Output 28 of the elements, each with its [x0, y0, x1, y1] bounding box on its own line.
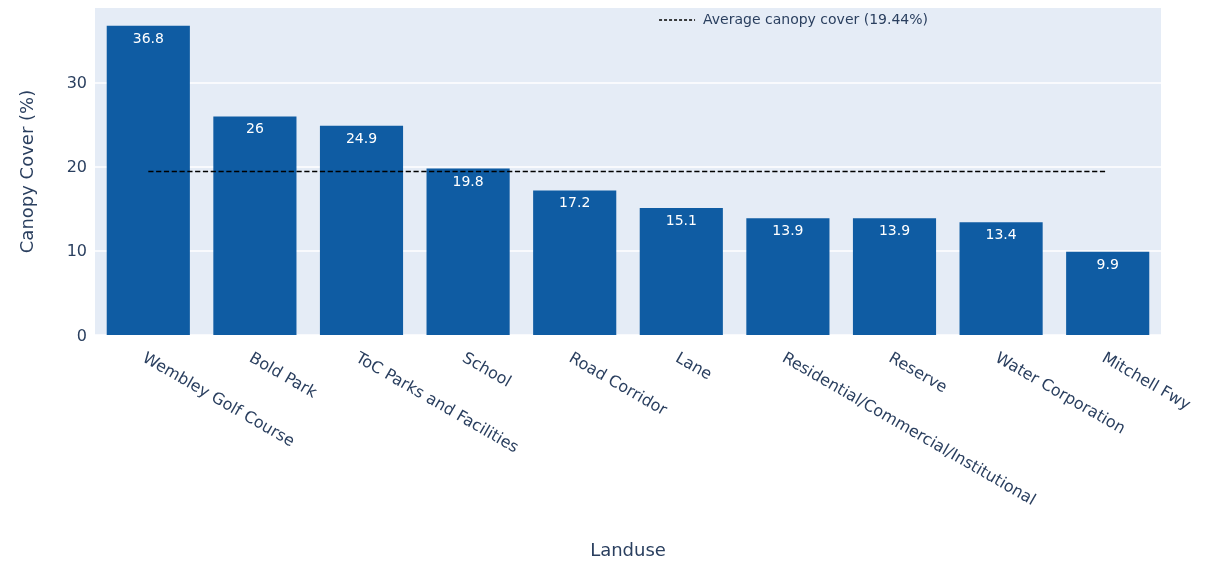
bar	[959, 222, 1043, 335]
bar	[746, 218, 830, 335]
y-tick-label: 0	[76, 325, 87, 345]
x-tick-label: Bold Park	[246, 347, 322, 403]
data-label: 15.1	[665, 212, 697, 229]
data-label: 13.9	[772, 222, 804, 239]
data-label: 9.9	[1096, 255, 1119, 272]
data-label: 19.8	[452, 172, 484, 189]
bar	[852, 218, 937, 335]
bar	[319, 125, 404, 335]
data-label: 26	[245, 120, 264, 137]
bar	[639, 208, 723, 335]
legend-label: Average canopy cover (19.44%)	[703, 11, 928, 27]
bar	[533, 190, 617, 335]
y-tick-label: 10	[66, 241, 87, 261]
data-label: 13.9	[878, 222, 911, 239]
y-axis-title: Canopy Cover (%)	[15, 89, 37, 254]
bar	[1066, 251, 1150, 335]
data-label: 17.2	[559, 194, 591, 211]
data-label: 36.8	[132, 29, 164, 46]
bar	[106, 25, 190, 335]
x-axis-title: Landuse	[590, 538, 666, 560]
data-label: 13.4	[985, 226, 1017, 243]
bar	[426, 168, 510, 335]
y-tick-label: 30	[66, 73, 87, 93]
data-label: 24.9	[345, 129, 378, 146]
y-tick-label: 20	[66, 157, 87, 177]
bar	[213, 116, 297, 335]
